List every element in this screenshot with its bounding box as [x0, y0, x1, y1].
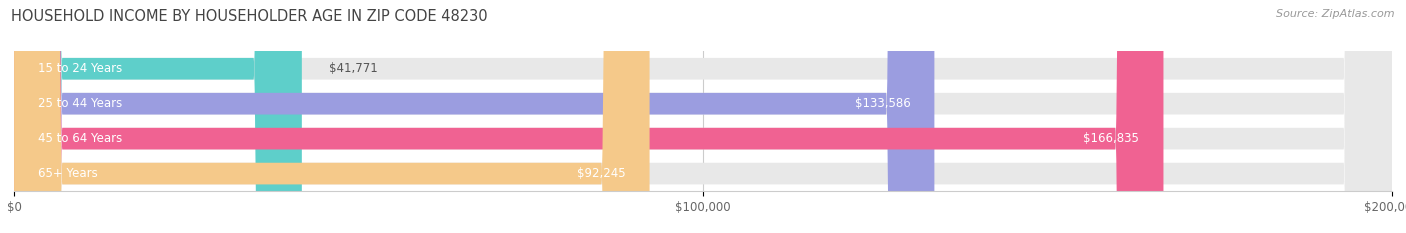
Text: 25 to 44 Years: 25 to 44 Years [38, 97, 122, 110]
FancyBboxPatch shape [14, 0, 935, 233]
FancyBboxPatch shape [14, 0, 1392, 233]
FancyBboxPatch shape [14, 0, 1392, 233]
Text: $41,771: $41,771 [329, 62, 378, 75]
Text: 65+ Years: 65+ Years [38, 167, 98, 180]
Text: 45 to 64 Years: 45 to 64 Years [38, 132, 122, 145]
Text: $166,835: $166,835 [1084, 132, 1139, 145]
FancyBboxPatch shape [14, 0, 1392, 233]
Text: HOUSEHOLD INCOME BY HOUSEHOLDER AGE IN ZIP CODE 48230: HOUSEHOLD INCOME BY HOUSEHOLDER AGE IN Z… [11, 9, 488, 24]
FancyBboxPatch shape [14, 0, 650, 233]
Text: $133,586: $133,586 [855, 97, 910, 110]
Text: Source: ZipAtlas.com: Source: ZipAtlas.com [1277, 9, 1395, 19]
FancyBboxPatch shape [14, 0, 1163, 233]
FancyBboxPatch shape [14, 0, 302, 233]
Text: $92,245: $92,245 [576, 167, 626, 180]
FancyBboxPatch shape [14, 0, 1392, 233]
Text: 15 to 24 Years: 15 to 24 Years [38, 62, 122, 75]
